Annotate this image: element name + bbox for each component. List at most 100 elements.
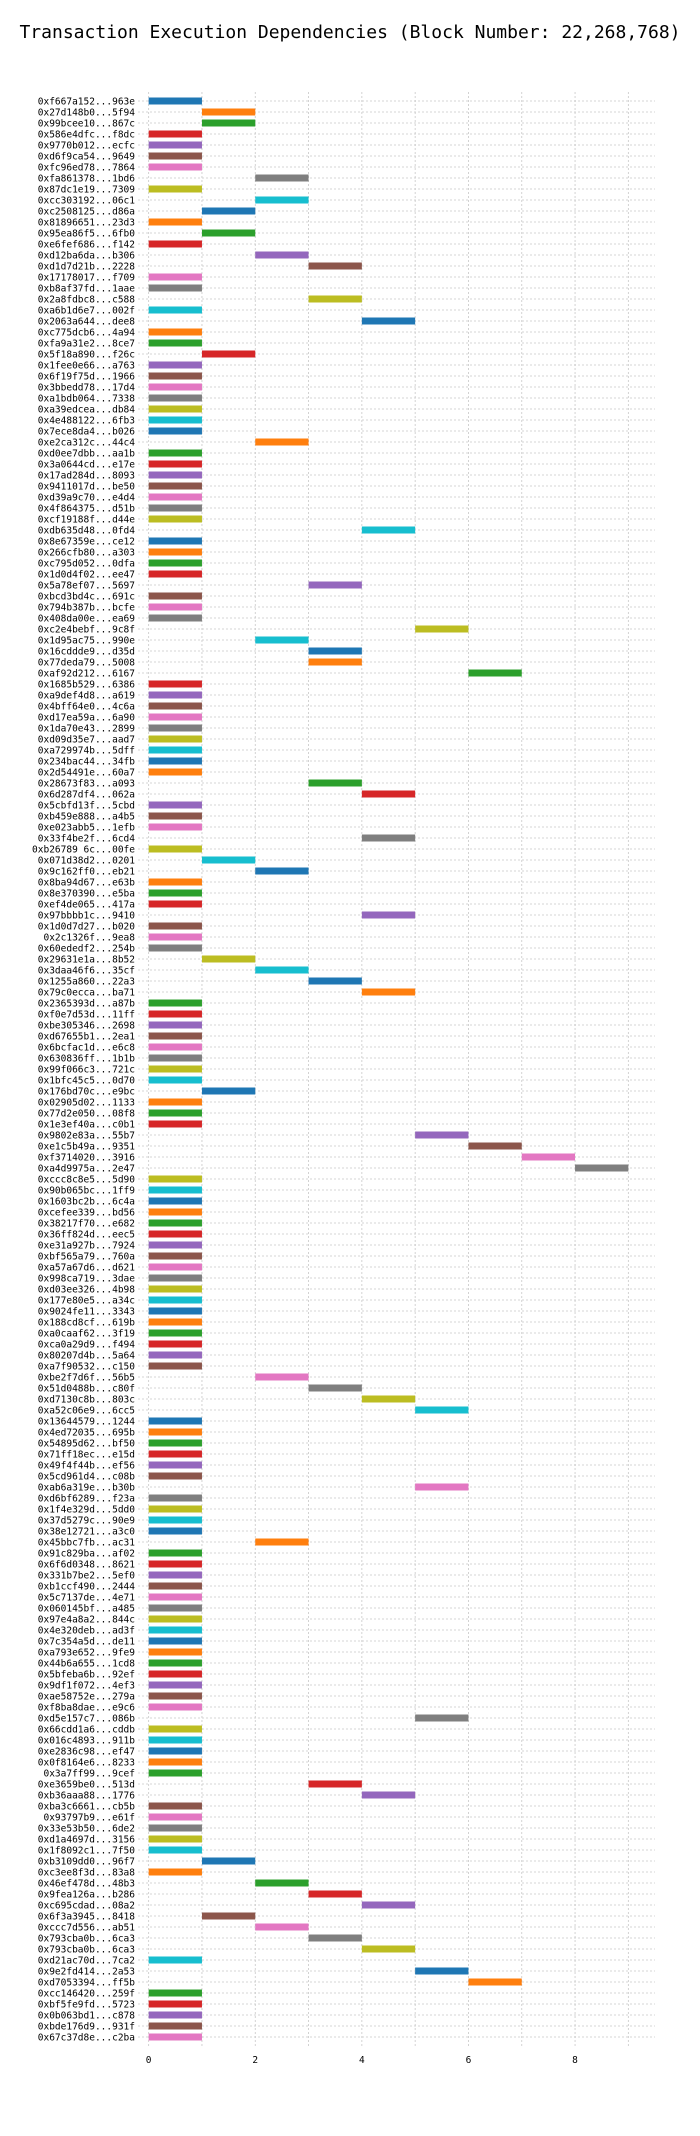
- bar: [148, 1604, 202, 1612]
- y-tick-label: 0xd5e157c7...086b: [38, 1713, 136, 1724]
- bar: [255, 438, 309, 446]
- y-tick-label: 0x1da70e43...2899: [38, 723, 136, 734]
- y-tick-label: 0x8ba94d67...e63b: [38, 877, 136, 888]
- bar: [148, 1835, 202, 1843]
- y-tick-label: 0x9411017d...be50: [38, 481, 136, 492]
- bar: [308, 977, 362, 985]
- bar: [148, 1802, 202, 1810]
- bar: [255, 966, 309, 974]
- y-tick-label: 0x5f18a890...f26c: [38, 349, 135, 360]
- bar: [255, 1923, 309, 1931]
- y-tick-label: 0x071d38d2...0201: [38, 855, 136, 866]
- bar: [201, 1912, 256, 1920]
- bar: [148, 1846, 202, 1854]
- y-tick-label: 0xcc146420...259f: [38, 1988, 135, 1999]
- y-tick-label: 0xc3ee8f3d...83a8: [38, 1867, 136, 1878]
- y-tick-label: 0xa9def4d8...a619: [38, 690, 136, 701]
- y-tick-label: 0xbcd3bd4c...691c: [38, 591, 135, 602]
- bar: [255, 867, 309, 875]
- bar: [148, 405, 202, 413]
- y-tick-label: 0xf0e7d53d...11ff: [38, 1009, 135, 1020]
- y-tick-label: 0x793cba0b...6ca3: [38, 1944, 135, 1955]
- y-tick-label: 0x9df1f072...4ef3: [38, 1680, 135, 1691]
- bar: [361, 1945, 416, 1953]
- y-tick-label: 0x3bbedd78...17d4: [38, 382, 136, 393]
- bar: [148, 713, 202, 721]
- bar: [148, 361, 202, 369]
- bar: [148, 328, 202, 336]
- bar: [415, 1406, 469, 1414]
- bar: [148, 493, 202, 501]
- bar: [148, 1296, 202, 1304]
- y-tick-label: 0x91c829ba...af02: [38, 1548, 135, 1559]
- y-tick-label: 0x36ff824d...eec5: [38, 1229, 135, 1240]
- bar: [148, 702, 202, 710]
- y-tick-label: 0xe023abb5...1efb: [38, 822, 136, 833]
- y-tick-label: 0x6d287df4...062a: [38, 789, 135, 800]
- y-tick-label: 0x51d0488b...c80f: [38, 1383, 135, 1394]
- bar: [148, 1230, 202, 1238]
- y-tick-label: 0x97e4a8a2...844c: [38, 1614, 135, 1625]
- bar: [148, 603, 202, 611]
- y-tick-label: 0x99f066c3...721c: [38, 1064, 135, 1075]
- bar: [148, 768, 202, 776]
- bar: [201, 350, 256, 358]
- bar: [148, 240, 202, 248]
- bar: [148, 1450, 202, 1458]
- y-tick-label: 0xfa9a31e2...8ce7: [38, 338, 135, 349]
- bar: [308, 647, 362, 655]
- y-tick-label: 0x630836ff...1b1b: [38, 1053, 136, 1064]
- y-tick-label: 0x6f6d0348...8621: [38, 1559, 136, 1570]
- bar: [308, 262, 362, 270]
- y-tick-label: 0x1fee0e66...a763: [38, 360, 135, 371]
- bar: [148, 2033, 202, 2041]
- bar: [148, 1472, 202, 1480]
- y-tick-label: 0x1d0d4f02...ee47: [38, 569, 135, 580]
- bar: [148, 1560, 202, 1568]
- bar: [148, 691, 202, 699]
- bar: [308, 779, 362, 787]
- bar: [148, 559, 202, 567]
- bar: [148, 1340, 202, 1348]
- y-tick-label: 0xccc7d556...ab51: [38, 1922, 136, 1933]
- y-tick-label: 0xc695cdad...08a2: [38, 1900, 135, 1911]
- bar: [148, 1098, 202, 1106]
- bar: [148, 1648, 202, 1656]
- bar: [148, 823, 202, 831]
- bar: [148, 97, 202, 105]
- y-tick-label: 0x16cddde9...d35d: [38, 646, 135, 657]
- y-tick-label: 0x1f8092c1...7f50: [38, 1845, 136, 1856]
- bar: [148, 592, 202, 600]
- y-tick-label: 0x2c1326f...9ea8: [43, 932, 135, 943]
- bar: [148, 900, 202, 908]
- bar: [148, 570, 202, 578]
- y-tick-label: 0xcefee339...bd56: [38, 1207, 136, 1218]
- y-tick-label: 0x2a8fdbc8...c588: [38, 294, 136, 305]
- y-tick-label: 0x1bfc45c5...0d70: [38, 1075, 136, 1086]
- bar: [148, 1186, 202, 1194]
- y-tick-label: 0xef4de065...417a: [38, 899, 135, 910]
- y-tick-label: 0x81896651...23d3: [38, 217, 135, 228]
- bar: [148, 372, 202, 380]
- bar: [148, 1989, 202, 1997]
- bar: [361, 790, 416, 798]
- bar: [201, 108, 256, 116]
- y-tick-label: 0x2365393d...a87b: [38, 998, 136, 1009]
- y-tick-label: 0x408da00e...ea69: [38, 613, 136, 624]
- y-tick-label: 0xe2ca312c...44c4: [38, 437, 136, 448]
- bar: [148, 339, 202, 347]
- y-tick-label: 0x060145bf...a485: [38, 1603, 135, 1614]
- y-tick-label: 0xb1ccf490...2444: [38, 1581, 136, 1592]
- y-tick-label: 0xd6f9ca54...9649: [38, 151, 136, 162]
- y-tick-label: 0xbe2f7d6f...56b5: [38, 1372, 135, 1383]
- bar: [148, 1274, 202, 1282]
- y-tick-label: 0xa52c06e9...6cc5: [38, 1405, 135, 1416]
- bar: [201, 207, 256, 215]
- y-tick-label: 0x9024fe11...3343: [38, 1306, 135, 1317]
- y-tick-label: 0xd12ba6da...b306: [38, 250, 136, 261]
- bar: [148, 460, 202, 468]
- bar: [308, 1934, 362, 1942]
- bar: [148, 416, 202, 424]
- bar: [255, 1538, 309, 1546]
- bar: [415, 625, 469, 633]
